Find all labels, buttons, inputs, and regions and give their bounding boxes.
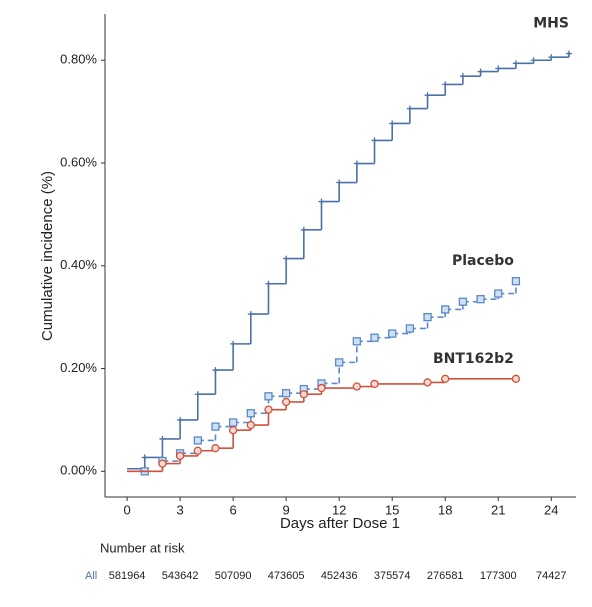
censor-mark [441,374,450,383]
censor-mark [406,105,413,112]
censor-mark [442,81,449,88]
y-tick-label: 0.20% [60,360,97,375]
censor-mark [495,65,502,72]
censor-mark [335,358,344,367]
censor-mark [230,340,237,347]
censor-mark [405,324,415,333]
y-tick-label: 0.40% [60,257,97,272]
censor-mark [211,444,220,453]
censor-mark [158,459,167,468]
censor-mark [300,226,307,233]
censor-mark [389,120,396,127]
censor-mark [317,383,326,393]
series-label: BNT162b2 [433,351,514,367]
censor-mark [283,255,290,262]
censor-mark [246,420,255,430]
censor-mark [476,295,485,304]
censor-mark [370,333,379,342]
censor-mark [441,305,450,314]
series-label: MHS [533,16,569,32]
censor-mark [548,54,555,61]
x-tick-label: 9 [283,502,290,517]
censor-mark [194,391,201,398]
risk-value: 507090 [215,570,252,582]
censor-mark [228,426,238,435]
censor-mark [193,446,202,455]
y-axis-title: Cumulative incidence (%) [39,171,56,341]
censor-mark [264,392,273,401]
x-tick-label: 15 [385,502,399,517]
censor-mark [511,277,521,286]
x-tick-label: 18 [438,502,452,517]
risk-value: 276581 [427,570,464,582]
x-tick-label: 12 [332,502,346,517]
censor-mark [512,60,519,67]
censor-mark [318,198,325,205]
censor-mark [264,405,273,414]
censor-mark [370,379,379,389]
censor-mark [212,367,219,374]
censor-mark [282,389,291,398]
censor-mark [565,50,572,57]
censor-mark [494,289,503,298]
risk-value: 581964 [109,570,146,582]
censor-mark [336,179,343,186]
censor-mark [459,73,466,80]
risk-value: 543642 [162,570,199,582]
censor-mark [228,418,238,427]
censor-mark [371,137,378,144]
risk-value: 473605 [268,570,305,582]
y-tick-label: 0.60% [60,154,97,169]
censor-mark [211,422,220,431]
censor-mark [388,329,397,338]
x-tick-label: 21 [491,502,505,517]
risk-value: 74427 [536,570,567,582]
risk-title: Number at risk [100,540,185,555]
y-tick-label: 0.00% [60,463,97,478]
series-label: Placebo [452,253,514,269]
x-tick-label: 24 [544,502,558,517]
censor-mark [141,454,148,461]
censor-mark [159,435,166,442]
censor-mark [424,92,431,99]
censor-mark [352,337,361,346]
censor-mark [458,297,468,306]
censor-mark [423,378,432,387]
censor-mark [352,382,361,391]
censor-mark [175,451,185,461]
censor-mark [247,311,254,318]
risk-value: 452436 [321,570,358,582]
censor-mark [246,409,255,418]
x-axis-title: Days after Dose 1 [280,515,400,532]
risk-value: 177300 [480,570,517,582]
censor-mark [423,313,432,322]
censor-mark [193,436,202,445]
censor-mark [353,160,360,167]
risk-group: All [85,570,97,582]
censor-mark [511,374,521,383]
x-tick-label: 3 [176,502,183,517]
censor-mark [299,390,308,399]
censor-mark [477,68,484,75]
x-tick-label: 0 [123,502,130,517]
censor-mark [530,57,537,64]
x-tick-label: 6 [230,502,237,517]
censor-mark [177,416,184,423]
risk-value: 375574 [374,570,411,582]
censor-mark [282,397,291,407]
y-tick-label: 0.80% [60,52,97,67]
censor-mark [265,280,272,287]
